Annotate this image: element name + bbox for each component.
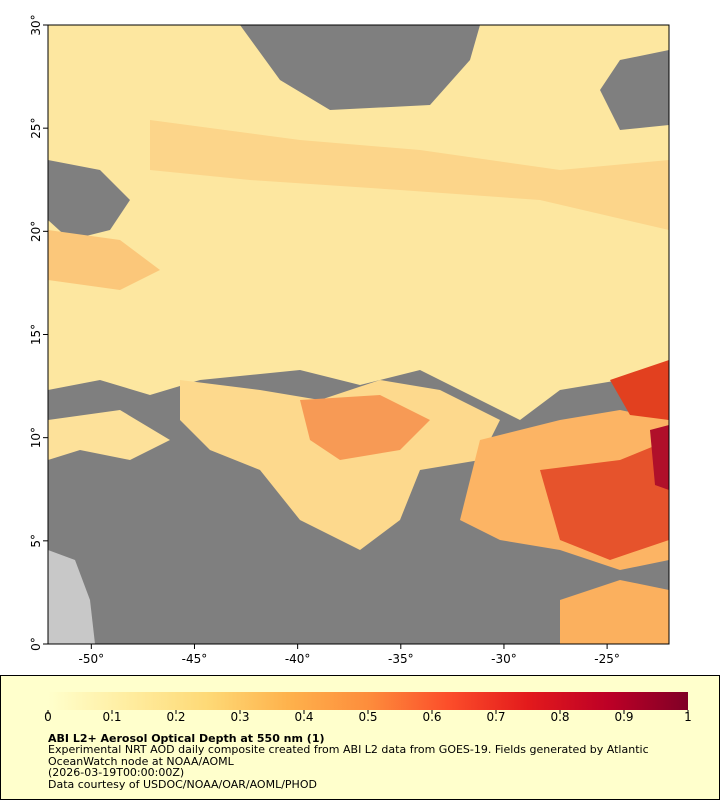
colorbar-tick-label: 0.9 [614, 710, 633, 724]
no-data-patch [48, 160, 130, 240]
y-tick-label: 30° [29, 14, 43, 35]
aerosol-region [610, 360, 669, 420]
land [48, 550, 95, 644]
y-tick-label: 15° [29, 324, 43, 345]
colorbar-tick-label: 1 [684, 710, 692, 724]
caption-date: (2026-03-19T00:00:00Z) [48, 766, 185, 779]
aerosol-region [650, 425, 669, 490]
colorbar-tick-label: 0.3 [230, 710, 249, 724]
caption-credit: Data courtesy of USDOC/NOAA/OAR/AOML/PHO… [48, 777, 317, 791]
x-tick-label: -50° [79, 652, 105, 666]
aerosol-region [150, 120, 669, 230]
x-tick-label: -25° [594, 652, 620, 666]
aerosol-region [48, 410, 170, 460]
x-tick-label: -30° [491, 652, 517, 666]
y-tick-label: 25° [29, 118, 43, 139]
colorbar-tick-label: 0.6 [422, 710, 441, 724]
y-tick-label: 5° [29, 534, 43, 548]
y-tick-label: 10° [29, 427, 43, 448]
map-image [48, 25, 669, 644]
aerosol-region [300, 395, 430, 460]
aerosol-region [560, 580, 669, 644]
x-tick-label: -35° [388, 652, 414, 666]
y-tick-label: 20° [29, 221, 43, 242]
aerosol-region [48, 25, 669, 420]
aerosol-region [540, 440, 669, 560]
caption-description: Experimental NRT AOD daily composite cre… [48, 743, 649, 756]
caption-description: OceanWatch node at NOAA/AOML [48, 754, 234, 768]
caption-title: ABI L2+ Aerosol Optical Depth at 550 nm … [48, 732, 325, 745]
colorbar-tick-label: 0.8 [550, 710, 569, 724]
colorbar [48, 692, 688, 710]
aerosol-region [48, 230, 160, 290]
x-tick-label: -45° [182, 652, 208, 666]
colorbar-tick-label: 0.4 [294, 710, 313, 724]
y-tick-label: 0° [29, 637, 43, 651]
x-tick-label: -40° [285, 652, 311, 666]
colorbar-tick-label: 0.2 [166, 710, 185, 724]
colorbar-tick-label: 0.1 [102, 710, 121, 724]
colorbar-tick-label: 0.7 [486, 710, 505, 724]
colorbar-tick-label: 0 [44, 710, 52, 724]
colorbar-tick-label: 0.5 [358, 710, 377, 724]
